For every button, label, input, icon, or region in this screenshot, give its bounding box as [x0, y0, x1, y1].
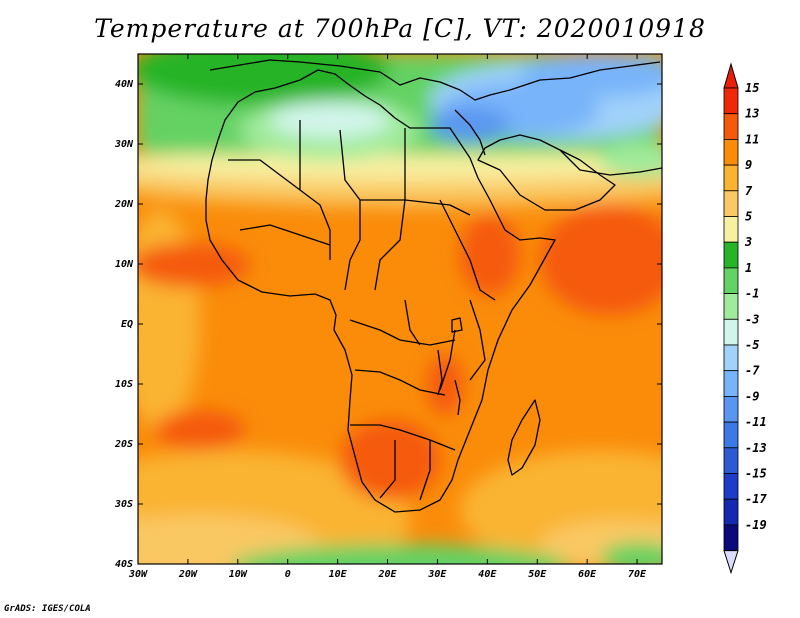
colorbar-label-6: 3	[744, 235, 752, 249]
colorbar-label-15: -15	[745, 467, 767, 481]
lon-label-4: 10E	[329, 569, 348, 580]
colorbar-label-14: -13	[745, 441, 767, 455]
colorbar-label-16: -17	[745, 492, 767, 506]
colorbar-swatch-13	[723, 421, 739, 449]
colorbar-label-9: -3	[745, 312, 759, 326]
colorbar-swatch-15	[723, 473, 739, 500]
lon-label-5: 20E	[377, 569, 397, 580]
lon-label-9: 60E	[578, 569, 597, 580]
colorbar-swatch-14	[723, 447, 739, 474]
colorbar-swatch-12	[723, 395, 739, 423]
lon-label-1: 20W	[178, 569, 198, 580]
colorbar-label-7: 1	[745, 261, 752, 275]
colorbar-swatch-3	[723, 164, 739, 192]
lon-label-8: 50E	[528, 569, 547, 580]
colorbar-swatch-10	[723, 344, 739, 372]
colorbar-swatch-5	[723, 216, 739, 243]
colorbar-label-11: -7	[745, 364, 760, 378]
map-title: Temperature at 700hPa [C], VT: 202001091…	[94, 14, 706, 43]
colorbar-swatch-2	[723, 138, 739, 166]
lat-label-2: 20N	[114, 199, 134, 210]
colorbar-label-4: 7	[745, 184, 753, 198]
colorbar-label-1: 13	[745, 107, 759, 121]
colorbar-swatch-11	[723, 370, 739, 397]
axis-ticks	[137, 54, 662, 565]
lat-label-0: 40N	[115, 79, 134, 90]
colorbar-label-0: 15	[745, 81, 759, 95]
colorbar-label-13: -11	[745, 415, 767, 429]
temperature-field	[138, 54, 662, 564]
lat-label-1: 30N	[114, 139, 134, 150]
colorbar-swatch-0	[723, 87, 739, 115]
lat-label-3: 10N	[115, 259, 134, 270]
lat-label-8: 40S	[115, 559, 133, 570]
colorbar-swatch-6	[723, 241, 739, 269]
lon-label-0: 30W	[128, 569, 148, 580]
colorbar-label-3: 9	[745, 158, 752, 172]
lon-label-7: 40E	[478, 569, 497, 580]
latitude-labels: 40N 30N 20N 10N EQ 10S 20S 30S 40S	[114, 79, 134, 570]
colorbar-label-12: -9	[745, 389, 759, 403]
colorbar: 15 13 11 9 7 5 3 1 -1 -3 -5 -7 -9 -11 -13 -15 -17 -19	[723, 62, 767, 575]
colorbar-swatch-7	[723, 267, 739, 294]
longitude-labels: 30W 20W 10W 0 10E 20E 30E 40E 50E 60E 70E	[128, 569, 647, 580]
colorbar-swatch-8	[723, 293, 739, 320]
map-frame	[137, 53, 663, 565]
lon-label-2: 10W	[229, 569, 248, 580]
lon-label-10: 70E	[628, 569, 647, 580]
colorbar-label-8: -1	[745, 287, 759, 301]
lat-label-7: 30S	[114, 499, 133, 510]
colorbar-swatch-17	[723, 524, 739, 552]
lon-label-6: 30E	[427, 569, 447, 580]
lat-label-5: 10S	[115, 379, 133, 390]
colorbar-swatch-9	[723, 318, 739, 346]
colorbar-swatch-4	[723, 190, 739, 217]
colorbar-label-5: 5	[745, 210, 752, 224]
colorbar-top-arrow	[723, 62, 739, 89]
colorbar-label-10: -5	[745, 338, 759, 352]
colorbar-label-17: -19	[745, 518, 767, 532]
africa-coastline	[205, 59, 662, 513]
colorbar-swatch-1	[723, 113, 739, 140]
lat-label-6: 20S	[114, 439, 133, 450]
lon-label-3: 0	[285, 569, 291, 580]
colorbar-label-2: 11	[745, 132, 759, 146]
grads-credit: GrADS: IGES/COLA	[4, 604, 91, 614]
lat-label-4: EQ	[121, 319, 133, 330]
colorbar-swatch-16	[723, 498, 739, 526]
colorbar-bottom-arrow	[723, 550, 739, 575]
